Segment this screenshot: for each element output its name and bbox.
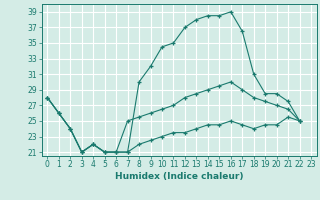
X-axis label: Humidex (Indice chaleur): Humidex (Indice chaleur) bbox=[115, 172, 244, 181]
